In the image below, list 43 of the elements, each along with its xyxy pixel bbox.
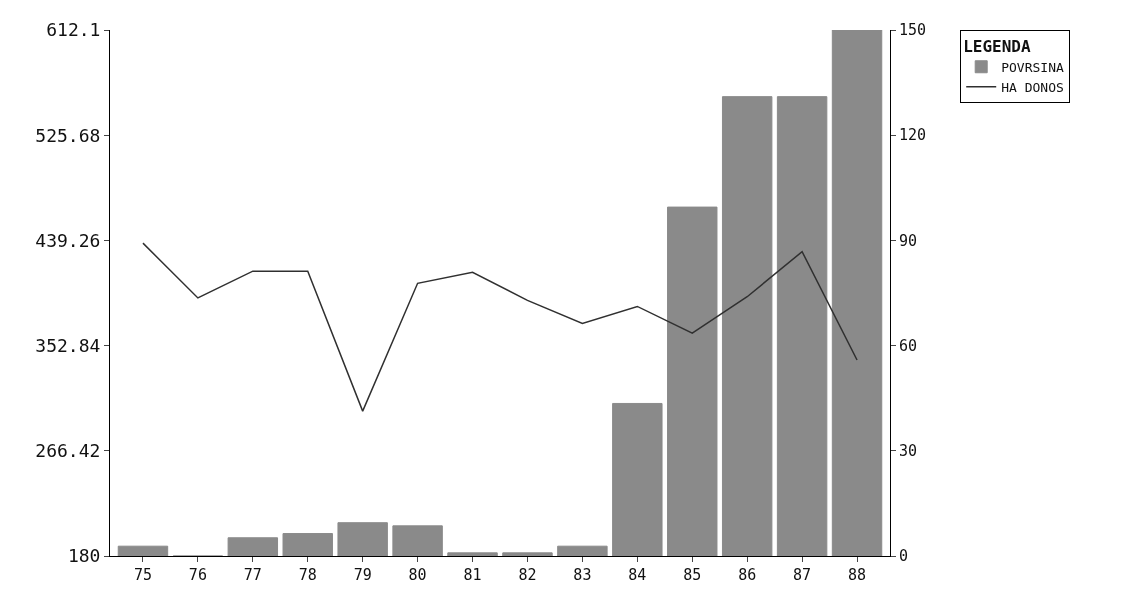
- y2-tick-label: 90: [899, 231, 918, 250]
- legend-label: HA DONOS: [1001, 79, 1064, 95]
- x-tick-label: 82: [518, 566, 537, 584]
- bar: [227, 537, 279, 556]
- x-tick-label: 85: [683, 566, 702, 584]
- x-tick-label: 80: [408, 566, 427, 584]
- x-tick-label: 81: [463, 566, 482, 584]
- x-tick-label: 75: [133, 566, 152, 584]
- bar: [557, 545, 608, 556]
- x-tick-label: 79: [353, 566, 372, 584]
- bar: [392, 525, 443, 556]
- y-tick-label: 612.1: [46, 19, 101, 41]
- line-series: [142, 242, 858, 412]
- bar: [667, 206, 718, 556]
- bar: [337, 522, 388, 556]
- y2-tick-label: 150: [899, 21, 927, 40]
- bar: [282, 533, 333, 556]
- y2-tick-label: 0: [899, 547, 909, 566]
- bar: [447, 552, 498, 556]
- x-tick-label: 84: [628, 566, 647, 584]
- x-tick-label: 78: [298, 566, 317, 584]
- y2-tick-label: 120: [899, 126, 927, 145]
- y2-tick-label: 60: [899, 336, 918, 355]
- y-tick-label: 266.42: [35, 440, 101, 462]
- y-tick-label: 439.26: [35, 229, 101, 251]
- x-tick-label: 86: [738, 566, 757, 584]
- x-tick-label: 88: [848, 566, 867, 584]
- y2-tick-label: 30: [899, 442, 918, 461]
- x-tick-label: 77: [243, 566, 262, 584]
- bar: [117, 545, 169, 556]
- bar: [831, 30, 883, 556]
- x-tick-label: 76: [188, 566, 207, 584]
- x-tick-label: 87: [793, 566, 812, 584]
- bar: [502, 552, 553, 556]
- x-tick-label: 83: [573, 566, 592, 584]
- y-tick-label: 180: [67, 545, 101, 567]
- y-tick-label: 352.84: [35, 334, 101, 356]
- bar: [612, 402, 663, 556]
- y-tick-label: 525.68: [35, 124, 101, 146]
- bar: [721, 96, 773, 556]
- legend-label: POVRSINA: [1001, 59, 1064, 75]
- bar: [776, 96, 828, 556]
- legend-title: LEGENDA: [963, 36, 1031, 56]
